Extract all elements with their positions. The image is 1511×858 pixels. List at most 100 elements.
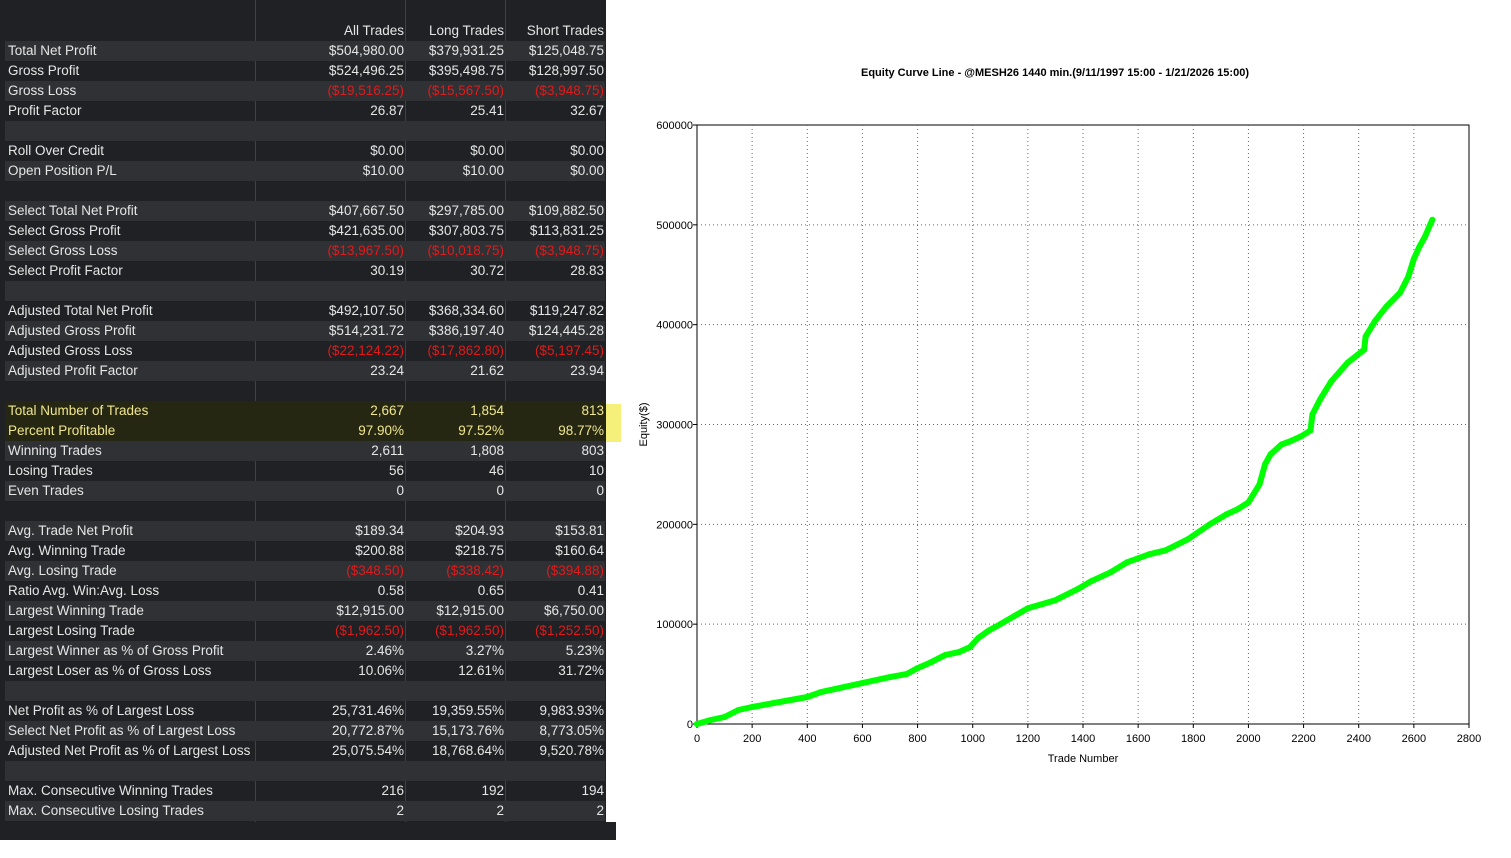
x-tick-label: 1600 (1126, 733, 1150, 745)
table-row: Adjusted Profit Factor 23.24 21.62 23.94 (5, 361, 605, 381)
row-label: Adjusted Gross Profit (8, 323, 136, 338)
row-label: Winning Trades (8, 443, 102, 458)
equity-data-point (1372, 317, 1379, 324)
equity-data-point (1307, 427, 1314, 434)
row-label: Select Gross Loss (8, 243, 118, 258)
table-row: Select Gross Loss ($13,967.50) ($10,018.75… (5, 241, 605, 261)
row-value: $153.81 (555, 523, 604, 538)
x-tick-label: 400 (798, 733, 816, 745)
row-value: 813 (581, 403, 604, 418)
row-value: 12.61% (458, 663, 504, 678)
chart-title: Equity Curve Line - @MESH26 1440 min.(9/… (861, 67, 1249, 79)
row-value: $368,334.60 (428, 303, 504, 318)
row-value: $10.00 (362, 163, 404, 178)
table-row: Percent Profitable 97.90% 97.52% 98.77% (5, 421, 605, 441)
row-value: $421,635.00 (328, 223, 404, 238)
equity-data-point (975, 635, 982, 642)
row-label: Largest Losing Trade (8, 623, 135, 638)
equity-data-point (1162, 547, 1169, 554)
row-value: $386,197.40 (428, 323, 504, 338)
table-row: Max. Consecutive Winning Trades 216 192 194 (5, 781, 605, 801)
row-label: Avg. Trade Net Profit (8, 523, 134, 538)
table-row: Total Number of Trades 2,667 1,854 813 (5, 401, 605, 421)
table-row: Largest Winner as % of Gross Profit 2.46%… (5, 641, 605, 661)
equity-data-point (1146, 551, 1153, 558)
row-value: $524,496.25 (328, 63, 404, 78)
row-label: Select Net Profit as % of Largest Loss (8, 723, 236, 738)
table-row: Gross Loss ($19,516.25) ($15,567.50) ($3,94… (5, 81, 605, 101)
row-value: ($10,018.75) (427, 243, 504, 258)
row-value: 56 (388, 463, 404, 478)
table-row: Select Profit Factor 30.19 30.72 28.83 (5, 261, 605, 281)
x-tick-label: 1200 (1016, 733, 1040, 745)
row-value: $204.93 (455, 523, 504, 538)
equity-data-point (1261, 461, 1268, 468)
row-label: Adjusted Total Net Profit (8, 303, 153, 318)
table-row: Adjusted Gross Profit $514,231.72 $386,197… (5, 321, 605, 341)
equity-data-point (997, 621, 1004, 628)
table-row: Select Net Profit as % of Largest Loss 20… (5, 721, 605, 741)
row-value: 28.83 (570, 263, 604, 278)
y-tick-label: 500000 (656, 220, 693, 232)
equity-data-point (1309, 411, 1316, 418)
x-tick-label: 600 (853, 733, 871, 745)
row-label: Losing Trades (8, 463, 93, 478)
row-value: ($338.42) (446, 563, 504, 578)
x-tick-label: 1800 (1181, 733, 1205, 745)
row-value: 21.62 (470, 363, 504, 378)
equity-data-point (955, 649, 962, 656)
row-value: $160.64 (555, 543, 604, 558)
equity-data-point (1416, 243, 1423, 250)
row-value: 2 (496, 803, 504, 818)
row-value: ($22,124.22) (327, 343, 404, 358)
equity-data-point (914, 665, 921, 672)
row-value: ($394.88) (546, 563, 604, 578)
row-value: 23.94 (570, 363, 604, 378)
row-value: 3.27% (465, 643, 504, 658)
row-value: ($1,252.50) (534, 623, 604, 638)
row-label: Gross Profit (8, 63, 80, 78)
table-row: Net Profit as % of Largest Loss 25,731.46… (5, 701, 605, 721)
table-row: Adjusted Total Net Profit $492,107.50 $368… (5, 301, 605, 321)
equity-data-point (1362, 333, 1369, 340)
equity-data-point (1223, 511, 1230, 518)
row-value: 25,075.54% (331, 743, 404, 758)
row-value: 97.52% (458, 423, 504, 438)
table-row: Open Position P/L $10.00 $10.00 $0.00 (5, 161, 605, 181)
row-value: $0.00 (570, 163, 604, 178)
row-value: 32.67 (570, 103, 604, 118)
equity-data-point (776, 699, 783, 706)
x-tick-label: 2600 (1402, 733, 1426, 745)
row-value: ($3,948.75) (534, 243, 604, 258)
row-value: $395,498.75 (428, 63, 504, 78)
row-value: 9,520.78% (539, 743, 604, 758)
table-row: Losing Trades 56 46 10 (5, 461, 605, 481)
y-tick-label: 300000 (656, 420, 693, 432)
x-tick-label: 1400 (1071, 733, 1095, 745)
table-row: Ratio Avg. Win:Avg. Loss 0.58 0.65 0.41 (5, 581, 605, 601)
y-tick-label: 100000 (656, 619, 693, 631)
table-row: Largest Loser as % of Gross Loss 10.06% 12… (5, 661, 605, 681)
table-header-row: All Trades Long Trades Short Trades (5, 21, 605, 41)
table-row: Largest Winning Trade $12,915.00 $12,915.0… (5, 601, 605, 621)
equity-data-point (1344, 359, 1351, 366)
x-axis-label: Trade Number (1048, 753, 1119, 765)
row-value: 2,667 (370, 403, 404, 418)
row-label: Select Gross Profit (8, 223, 121, 238)
column-header: All Trades (343, 23, 404, 38)
row-value: $307,803.75 (428, 223, 504, 238)
equity-data-point (1317, 396, 1324, 403)
row-value: 2 (596, 803, 604, 818)
table-row: Profit Factor 26.87 25.41 32.67 (5, 101, 605, 121)
highlight-marker (606, 404, 621, 442)
row-value: $407,667.50 (328, 203, 404, 218)
row-label: Total Net Profit (8, 43, 97, 58)
equity-data-point (1206, 521, 1213, 528)
row-value: 0.65 (477, 583, 504, 598)
row-value: 0 (396, 483, 404, 498)
y-axis-label: Equity($) (638, 402, 650, 446)
row-value: $125,048.75 (528, 43, 604, 58)
row-value: 0.41 (577, 583, 604, 598)
row-value: 194 (581, 783, 604, 798)
row-value: 10.06% (358, 663, 404, 678)
